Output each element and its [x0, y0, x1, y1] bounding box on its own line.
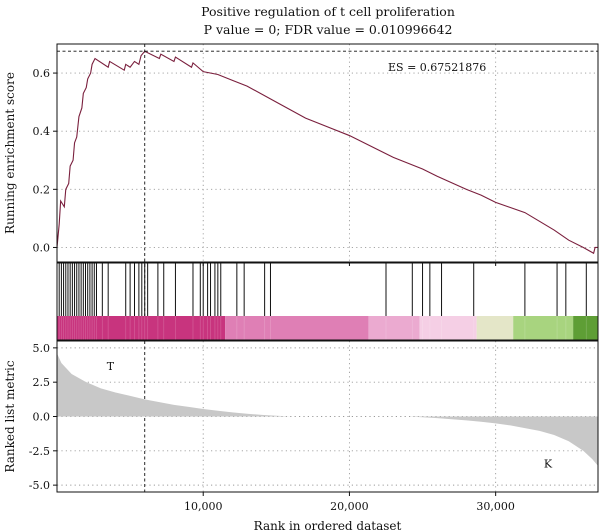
metric-y-tick-label: -5.0 — [29, 479, 50, 492]
metric-y-tick-label: 0.0 — [33, 411, 51, 424]
x-axis-label: Rank in ordered dataset — [254, 519, 402, 532]
ranked-metric-area — [57, 353, 598, 466]
metric-y-tick-label: 2.5 — [33, 376, 51, 389]
metric-y-tick-label: -2.5 — [29, 445, 50, 458]
x-tick-label: 10,000 — [184, 500, 223, 513]
x-tick-label: 20,000 — [330, 500, 369, 513]
enrichment-y-tick-label: 0.6 — [33, 67, 51, 80]
enrichment-y-label: Running enrichment score — [3, 72, 17, 234]
enrichment-frame — [56, 43, 599, 263]
rank-color-segment — [573, 316, 598, 340]
ranked-metric-y-label: Ranked list metric — [3, 360, 17, 472]
rank-color-segment — [513, 316, 574, 340]
metric-y-tick-label: 5.0 — [33, 342, 51, 355]
rank-color-segment — [368, 316, 420, 340]
negative-class-label: K — [544, 457, 553, 470]
enrichment-panel: ES = 0.67521876 0.0 0.2 0.4 0.6 Running enr… — [3, 43, 599, 492]
rank-color-segment — [57, 316, 226, 340]
hits-panel — [56, 262, 599, 341]
enrichment-y-tick-label: 0.4 — [33, 125, 51, 138]
chart-title: Positive regulation of t cell proliferat… — [201, 4, 455, 19]
ranked-metric-frame — [56, 340, 599, 493]
rank-color-segment — [476, 316, 514, 340]
enrichment-y-tick-label: 0.0 — [33, 241, 51, 254]
hits-frame — [56, 262, 599, 341]
es-label: ES = 0.67521876 — [388, 61, 486, 74]
rank-color-segment — [419, 316, 477, 340]
enrichment-y-tick-label: 0.2 — [33, 183, 51, 196]
ranked-metric-panel: T K 5.0 2.5 0.0 -2.5 -5.0 10,000 20,000 30,000… — [3, 340, 599, 532]
chart-subtitle: P value = 0; FDR value = 0.010996642 — [204, 22, 453, 37]
x-tick-label: 30,000 — [476, 500, 515, 513]
positive-class-label: T — [107, 360, 115, 373]
rank-color-segment — [225, 316, 369, 340]
running-enrichment-line — [56, 50, 598, 255]
